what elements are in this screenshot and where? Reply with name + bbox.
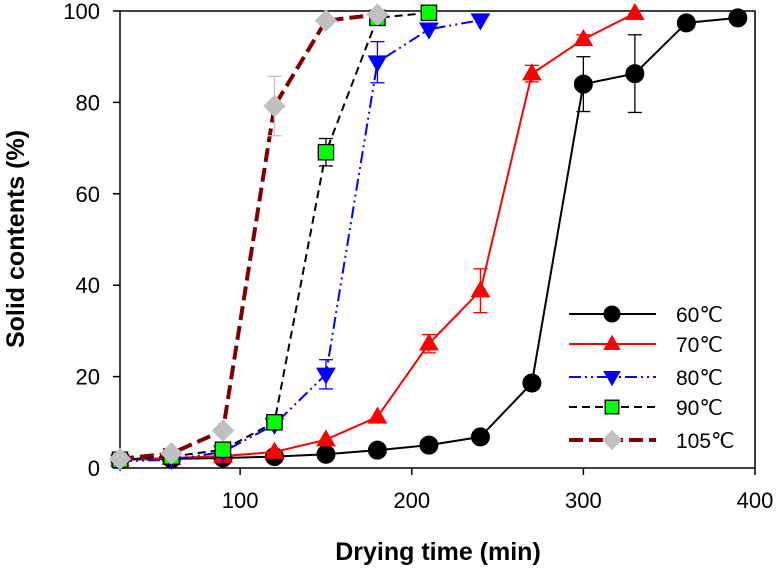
data-point [214, 441, 232, 459]
data-point [470, 427, 490, 447]
legend-label: 90℃ [676, 397, 723, 420]
data-point [367, 55, 388, 73]
y-tick-label: 60 [76, 182, 100, 207]
data-point [316, 444, 336, 464]
data-point [367, 440, 387, 460]
data-point [419, 333, 439, 351]
plot-border [119, 10, 756, 469]
series-line [119, 19, 481, 463]
data-point [728, 8, 748, 28]
series-60c [110, 8, 748, 470]
x-axis-title: Drying time (min) [335, 538, 541, 566]
data-point [419, 22, 439, 40]
series-90c [111, 4, 438, 469]
data-point [470, 280, 491, 298]
data-point [266, 413, 283, 431]
legend-item: 80℃ [569, 367, 723, 390]
data-point [314, 9, 338, 32]
data-point [419, 435, 439, 455]
y-tick-label: 100 [63, 0, 100, 24]
legend-marker-square-icon [604, 399, 620, 415]
data-point [624, 2, 645, 21]
data-point [625, 64, 645, 84]
plot-frame [119, 10, 756, 469]
legend-marker-triangle-up-icon [603, 334, 621, 350]
legend-item: 90℃ [569, 397, 723, 420]
data-point [676, 13, 696, 33]
y-tick-label: 20 [76, 365, 100, 390]
data-point [263, 94, 286, 118]
data-point [521, 63, 542, 81]
y-tick-label: 80 [76, 90, 100, 115]
legend-marker-triangle-down-icon [603, 371, 621, 387]
series-105c [108, 3, 389, 471]
axes: 100 200 300 400 0 20 40 60 80 100 [63, 0, 773, 513]
y-axis-title: Solid contents (%) [2, 130, 30, 348]
x-tick-label: 300 [565, 488, 602, 513]
data-point [316, 429, 336, 447]
legend-label: 80℃ [676, 367, 723, 390]
series-80c [110, 13, 491, 472]
data-point [470, 13, 491, 31]
series-layer [108, 2, 748, 472]
data-point [316, 367, 336, 385]
legend-label: 60℃ [676, 304, 723, 327]
series-line [119, 16, 738, 461]
data-point [573, 28, 594, 47]
data-point [420, 4, 438, 22]
data-point [573, 74, 593, 94]
data-point [211, 419, 235, 442]
data-point [522, 373, 542, 393]
legend-label: 105℃ [676, 430, 735, 453]
legend: 60℃ 70℃ 80℃ 90℃ 105℃ [569, 304, 735, 453]
x-tick-label: 100 [222, 488, 259, 513]
x-tick-label: 400 [737, 488, 774, 513]
y-tick-label: 40 [76, 273, 100, 298]
data-point [264, 441, 285, 459]
data-point [108, 447, 132, 471]
data-point [160, 442, 183, 465]
data-point [366, 3, 389, 26]
legend-item: 60℃ [569, 304, 723, 327]
legend-item: 105℃ [569, 430, 735, 453]
legend-marker-diamond-icon [602, 430, 622, 450]
legend-item: 70℃ [569, 334, 723, 357]
x-tick-label: 200 [393, 488, 430, 513]
legend-marker-circle-icon [603, 305, 621, 323]
data-point [367, 406, 388, 424]
legend-label: 70℃ [676, 334, 723, 357]
series-line [119, 12, 378, 461]
y-tick-label: 0 [88, 456, 100, 481]
data-point [317, 143, 335, 161]
